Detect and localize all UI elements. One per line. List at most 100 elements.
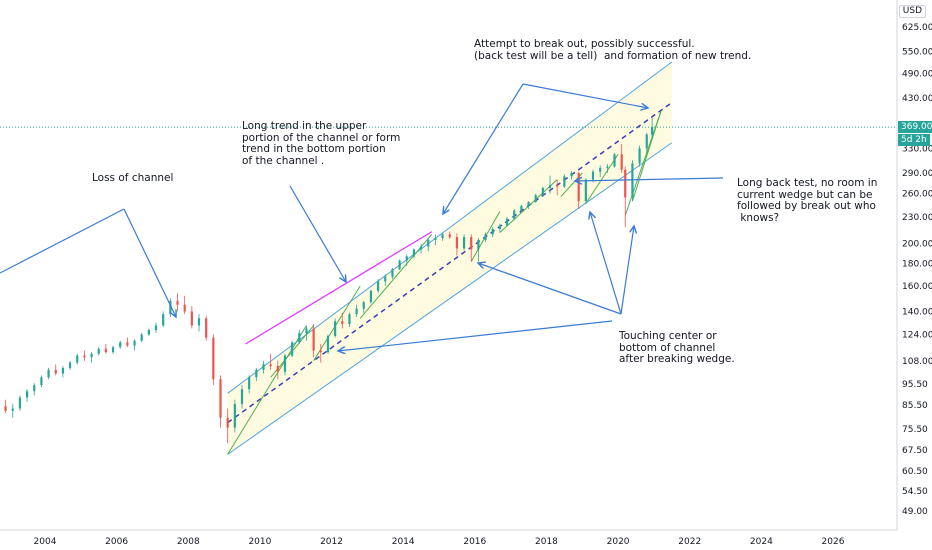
candle-body: [427, 239, 430, 247]
candle-body: [183, 304, 186, 312]
upper-trend-line: [245, 231, 433, 345]
x-tick-label: 2024: [750, 537, 773, 547]
candle-body: [111, 347, 115, 353]
candle-body: [606, 166, 609, 168]
candle-body: [276, 366, 279, 372]
candle-body: [541, 187, 544, 196]
channel-lower-line: [227, 142, 673, 455]
candle-body: [312, 328, 315, 351]
y-tick-label: 124.00: [902, 330, 932, 340]
last-price-badge: 369.00: [898, 121, 932, 134]
y-tick-label: 330.00: [902, 144, 932, 154]
y-tick-label: 108.00: [902, 357, 932, 367]
candle-body: [283, 355, 287, 372]
candle-body: [140, 334, 143, 341]
y-tick-label: 230.00: [902, 213, 932, 223]
candle-body: [548, 185, 552, 188]
candle-body: [434, 237, 437, 240]
x-tick-label: 2012: [320, 537, 343, 547]
candle-body: [61, 367, 65, 374]
x-tick-label: 2010: [248, 537, 271, 547]
candle-body: [624, 169, 627, 198]
candle-body: [591, 171, 595, 180]
y-tick-label: 430.00: [902, 94, 932, 104]
y-tick-label: 490.00: [902, 69, 932, 79]
candle-body: [341, 321, 344, 325]
candle-body: [462, 237, 466, 249]
candle-body: [584, 179, 587, 202]
candle-body: [176, 300, 179, 305]
candle-body: [162, 314, 165, 326]
candle-body: [455, 237, 459, 249]
x-tick-label: 2014: [392, 537, 415, 547]
candle-body: [40, 377, 43, 386]
candle-body: [534, 195, 537, 202]
candle-body: [147, 329, 150, 335]
x-tick-label: 2026: [822, 537, 845, 547]
annotation-breakout[interactable]: Attempt to break out, possibly successfu…: [474, 38, 752, 62]
y-tick-label: 49.00: [902, 507, 928, 517]
wedge-line: [313, 285, 361, 362]
candle-body: [197, 318, 201, 326]
annotation-arrow: [338, 320, 613, 351]
y-tick-label: 67.50: [902, 446, 928, 456]
currency-label[interactable]: USD: [898, 5, 926, 18]
candle-body: [18, 397, 22, 409]
annotation-arrow: [289, 185, 346, 282]
candle-body: [126, 342, 129, 346]
candle-body: [68, 362, 72, 368]
candle-body: [405, 256, 408, 261]
channel-fill: [227, 62, 672, 455]
annotation-long-trend[interactable]: Long trend in the upper portion of the c…: [242, 120, 401, 167]
candle-body: [477, 239, 480, 250]
wedge-line: [631, 110, 662, 202]
candle-body: [219, 379, 222, 418]
annotation-back-test[interactable]: Long back test, no room in current wedge…: [737, 177, 878, 224]
y-tick-label: 85.50: [902, 401, 928, 411]
candle-body: [169, 300, 172, 315]
countdown-badge: 5d 2h: [898, 134, 930, 147]
y-tick-label: 60.50: [902, 467, 928, 477]
y-tick-label: 160.00: [902, 282, 932, 292]
candle-body: [97, 348, 100, 354]
candle-body: [240, 389, 244, 405]
candle-body: [384, 276, 387, 282]
annotation-arrow: [620, 226, 634, 315]
x-tick-label: 2016: [463, 537, 486, 547]
candle-body: [4, 406, 7, 411]
candle-body: [25, 391, 29, 398]
candle-body: [248, 377, 251, 390]
y-tick-label: 140.00: [902, 307, 932, 317]
candle-body: [298, 332, 301, 343]
y-tick-label: 200.00: [902, 240, 932, 250]
candle-body: [491, 228, 494, 235]
candle-body: [377, 281, 380, 291]
candle-body: [419, 246, 423, 250]
candle-body: [577, 172, 580, 202]
wedge-line: [359, 234, 433, 319]
y-tick-label: 95.50: [902, 380, 928, 390]
annotation-touching[interactable]: Touching center or bottom of channel aft…: [619, 330, 735, 365]
candle-body: [90, 353, 93, 358]
y-tick-label: 290.00: [902, 169, 932, 179]
candle-body: [154, 325, 158, 330]
x-tick-label: 2022: [678, 537, 701, 547]
candle-body: [269, 364, 272, 367]
candle-body: [226, 417, 229, 428]
wedge-line: [227, 325, 307, 455]
candle-body: [556, 185, 559, 187]
wedge-line: [585, 153, 619, 204]
annotation-loss-of-channel[interactable]: Loss of channel: [92, 172, 174, 184]
candle-body: [613, 154, 616, 167]
candle-body: [391, 269, 394, 277]
candle-body: [319, 350, 322, 353]
annotation-arrow: [123, 208, 176, 317]
candle-body: [369, 290, 373, 303]
channel-center-line: [227, 101, 673, 424]
candle-body: [104, 348, 107, 353]
annotation-arrow: [0, 208, 125, 274]
candle-body: [334, 321, 337, 337]
candle-body: [570, 172, 573, 177]
x-tick-label: 2018: [535, 537, 558, 547]
